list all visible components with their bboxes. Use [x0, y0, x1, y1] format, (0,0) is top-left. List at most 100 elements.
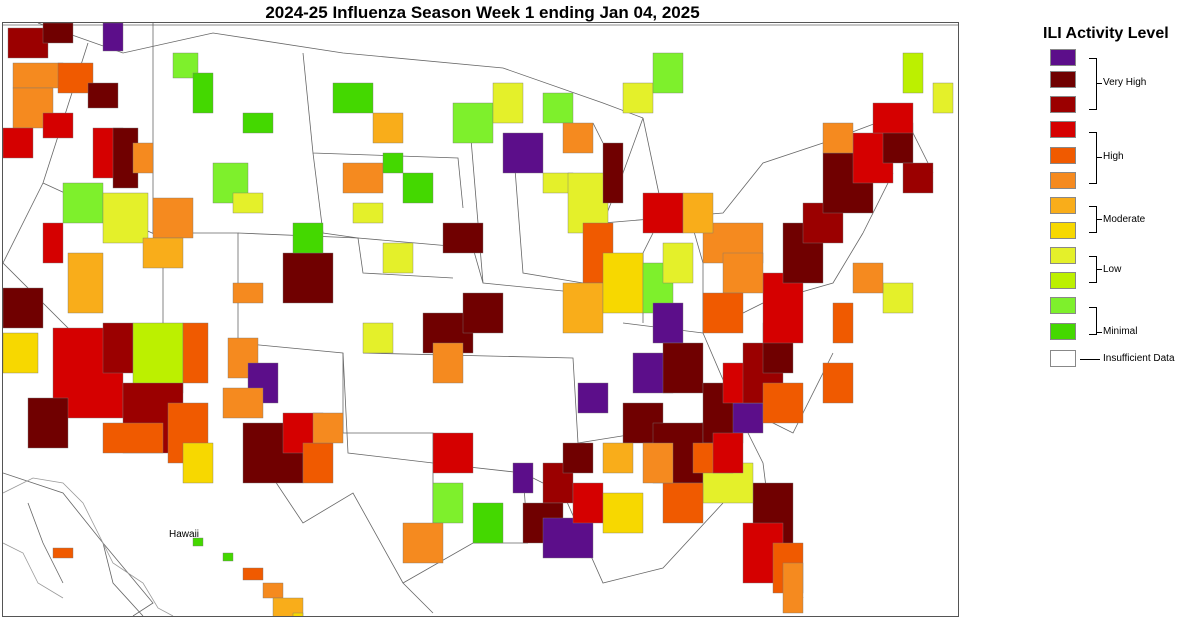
county-region [682, 192, 714, 234]
us-county-map: Hawaii [3, 23, 958, 616]
county-region [102, 322, 134, 374]
county-region [42, 222, 64, 264]
county-region [12, 62, 64, 89]
legend-bracket-moderate [1089, 206, 1097, 233]
county-region [152, 197, 194, 239]
influenza-activity-map: Hawaii [2, 22, 959, 617]
county-region [562, 442, 594, 474]
legend-label-very-high: Very High [1103, 77, 1147, 88]
county-region [402, 172, 434, 204]
legend-title: ILI Activity Level [1043, 25, 1169, 42]
county-region [782, 562, 804, 614]
county-region [382, 152, 404, 174]
legend-label-moderate: Moderate [1103, 214, 1146, 225]
county-region [27, 397, 69, 449]
county-region [292, 222, 324, 254]
county-region [602, 442, 634, 474]
county-region [642, 442, 674, 484]
county-region [3, 127, 34, 159]
county-region [142, 237, 184, 269]
county-region [492, 82, 524, 124]
county-region [352, 202, 384, 224]
county-region [232, 282, 264, 304]
legend-swatch-level-6 [1050, 222, 1076, 239]
legend-swatch-insufficient [1050, 350, 1076, 367]
county-region [372, 112, 404, 144]
county-region [42, 23, 74, 44]
county-region [282, 252, 334, 304]
county-region [432, 482, 464, 524]
county-region [132, 322, 184, 394]
county-region [432, 342, 464, 384]
county-region [512, 462, 534, 494]
county-region [362, 322, 394, 354]
county-region [182, 442, 214, 484]
county-region [222, 552, 234, 562]
county-region [102, 23, 124, 52]
legend-swatch-level-5 [1050, 247, 1076, 264]
county-region [762, 382, 804, 424]
county-region [542, 462, 574, 504]
county-region [3, 287, 44, 329]
county-region [382, 242, 414, 274]
county-region [102, 192, 149, 244]
legend-swatch-level-7 [1050, 197, 1076, 214]
legend-label-minimal: Minimal [1103, 326, 1138, 337]
legend-bracket-low [1089, 256, 1097, 283]
county-region [272, 597, 304, 616]
county-region [262, 582, 284, 599]
county-region [302, 442, 334, 484]
county-region [832, 302, 854, 344]
county-region [602, 252, 644, 314]
county-region [562, 122, 594, 154]
county-region [662, 482, 704, 524]
county-region [182, 322, 209, 384]
county-region [292, 612, 304, 616]
legend-swatch-level-2 [1050, 323, 1076, 340]
county-region [602, 142, 624, 204]
hawaii-label: Hawaii [169, 529, 199, 540]
county-region [312, 412, 344, 444]
county-region [712, 432, 744, 474]
county-region [52, 547, 74, 559]
county-region [222, 387, 264, 419]
county-region [132, 142, 154, 174]
county-region [3, 332, 39, 374]
legend-swatch-level-11 [1050, 96, 1076, 113]
county-region [542, 92, 574, 124]
county-region [602, 492, 644, 534]
county-region [572, 482, 604, 524]
legend: ILI Activity Level Very High High Modera… [1040, 22, 1200, 402]
county-region [662, 342, 704, 394]
legend-bracket-minimal [1089, 307, 1097, 335]
county-region [192, 537, 204, 547]
county-region [882, 282, 914, 314]
map-title: 2024-25 Influenza Season Week 1 ending J… [265, 3, 700, 22]
county-region [332, 82, 374, 114]
county-region [642, 192, 684, 234]
county-region [342, 162, 384, 194]
county-region [192, 72, 214, 114]
county-region [432, 432, 474, 474]
county-region [242, 567, 264, 581]
county-region [702, 292, 744, 334]
legend-bracket-high [1089, 132, 1097, 184]
legend-swatch-level-9 [1050, 147, 1076, 164]
county-regions [3, 23, 954, 616]
county-region [652, 52, 684, 94]
county-region [452, 102, 494, 144]
county-region [622, 82, 654, 114]
county-region [57, 62, 94, 94]
county-region [902, 162, 934, 194]
county-region [462, 292, 504, 334]
legend-label-high: High [1103, 151, 1124, 162]
county-region [242, 112, 274, 134]
county-region [62, 182, 104, 224]
county-region [87, 82, 119, 109]
county-region [67, 252, 104, 314]
county-region [542, 517, 594, 559]
legend-label-insufficient: Insufficient Data [1103, 353, 1175, 364]
legend-bracket-very-high [1089, 58, 1097, 110]
legend-swatch-level-8 [1050, 172, 1076, 189]
county-region [872, 102, 914, 134]
